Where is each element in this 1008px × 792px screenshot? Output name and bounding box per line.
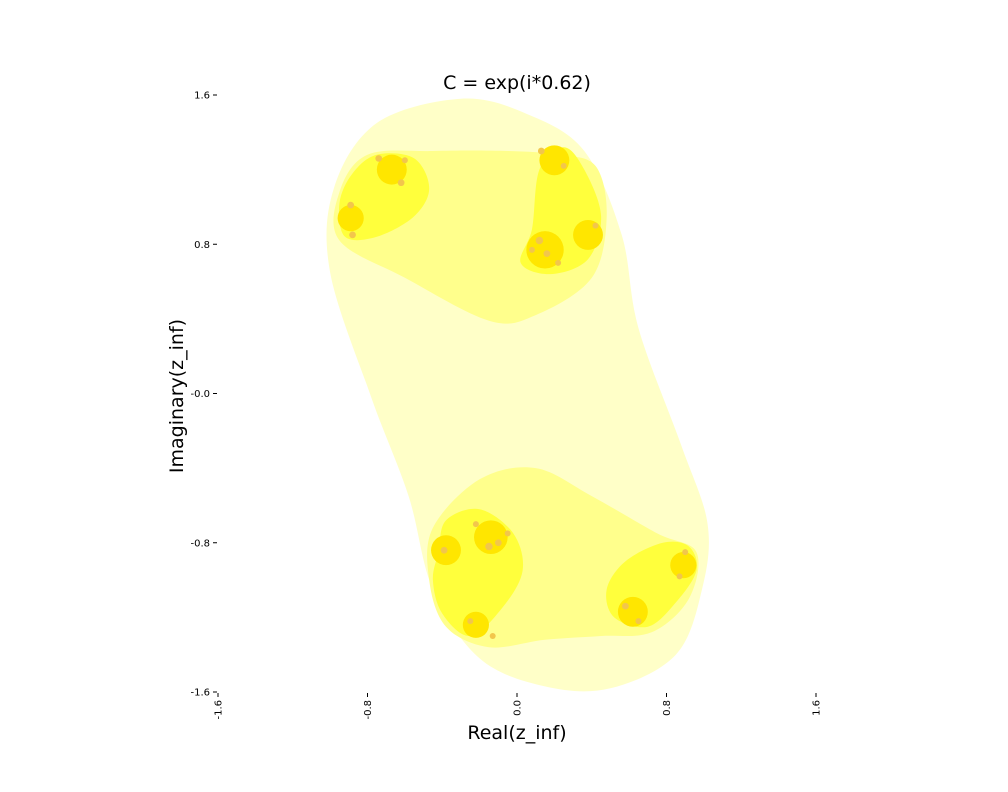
fractal-region [326,98,709,692]
y-ticks: 1.6 0.8 -0.0 -0.8 -1.6 [190,91,217,699]
x-tick-label: -1.6 [214,700,225,720]
fractal-bulb-4 [573,219,603,250]
fractal-core-speck-16 [494,539,502,547]
y-tick-label: 0.8 [194,240,210,251]
fractal-core-speck-5 [397,179,405,187]
fractal-core-speck-17 [504,530,511,537]
y-tick-label: -0.8 [190,538,210,549]
fractal-bulb-9 [670,552,697,579]
fractal-core-speck-1 [347,201,355,209]
fractal-core-speck-10 [543,250,551,257]
x-tick-label: 0.8 [662,700,673,716]
fractal-core-speck-23 [635,618,642,625]
y-axis-label: Imaginary(z_inf) [166,319,188,473]
fractal-core-speck-11 [528,246,535,253]
x-tick-label: -0.8 [363,700,374,720]
fractal-core-speck-22 [622,602,629,610]
fractal-core-speck-7 [560,162,567,169]
y-tick-label: 1.6 [194,91,210,102]
x-tick-label: 1.6 [812,700,823,716]
fractal-core-speck-19 [489,633,496,640]
fractal-bulb-5 [526,231,564,269]
fractal-core-speck-14 [472,521,479,528]
fractal-core-speck-6 [537,147,545,155]
fractal-core-speck-3 [375,155,383,162]
fractal-core-speck-21 [676,573,683,580]
fractal-core-speck-15 [485,542,493,551]
fractal-core-speck-13 [440,546,448,554]
x-ticks: -1.6 -0.8 0.0 0.8 1.6 [214,693,823,720]
fractal-bulb-8 [462,611,489,638]
x-axis-label: Real(z_inf) [467,722,566,744]
fractal-core-speck-20 [682,549,689,556]
fractal-core-speck-2 [349,231,356,239]
fractal-bulb-2 [376,154,407,185]
fractal-core-speck-4 [401,157,408,164]
fractal-bulb-1 [337,205,364,232]
y-tick-label: -0.0 [190,389,210,400]
fractal-core-speck-18 [467,618,474,625]
fractal-core-speck-12 [555,259,562,266]
fractal-core-speck-9 [535,236,544,245]
y-tick-label: -1.6 [190,688,210,699]
fractal-bulb-10 [617,596,648,627]
chart-title: C = exp(i*0.62) [443,72,591,94]
fractal-core-speck-8 [592,222,599,229]
x-tick-label: 0.0 [513,700,524,716]
